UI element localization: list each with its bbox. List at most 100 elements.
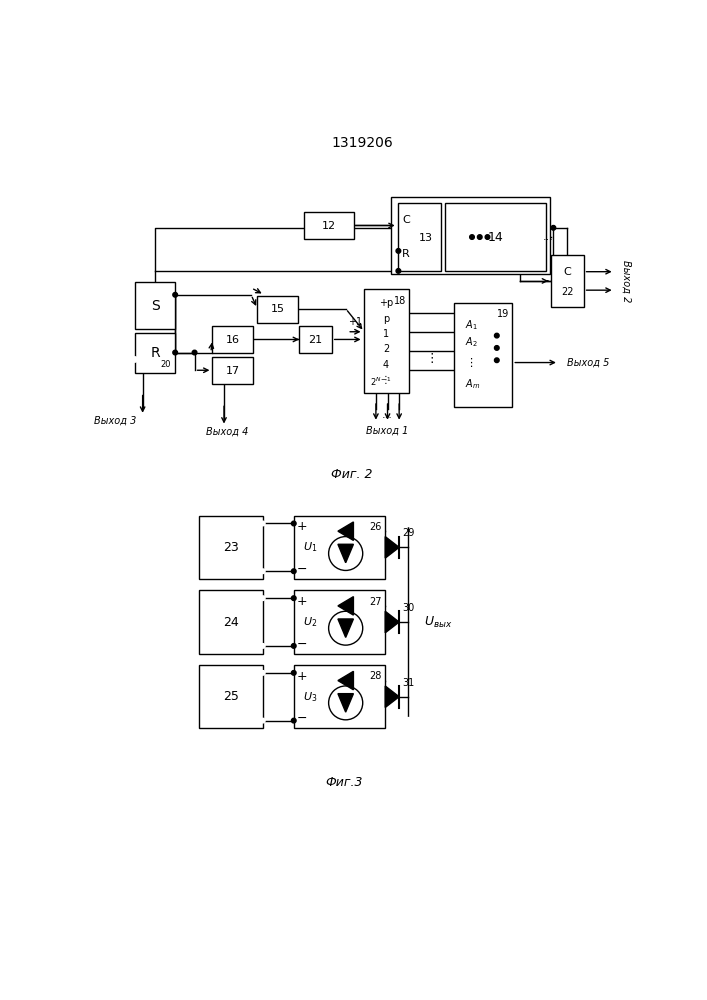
Bar: [299, 326, 332, 353]
Text: $U_{вых}$: $U_{вых}$: [424, 614, 452, 630]
Text: 1319206: 1319206: [332, 136, 394, 150]
Text: +: +: [297, 595, 308, 608]
Text: 24: 24: [223, 616, 239, 629]
Text: 13: 13: [419, 233, 433, 243]
Circle shape: [260, 671, 265, 675]
Text: 31: 31: [402, 678, 414, 688]
Bar: [293, 665, 385, 728]
Text: C: C: [563, 267, 571, 277]
Bar: [199, 590, 263, 654]
Text: −: −: [297, 712, 308, 725]
Polygon shape: [385, 611, 399, 633]
Text: $2^{N-1}$: $2^{N-1}$: [370, 376, 392, 388]
Polygon shape: [385, 686, 399, 708]
Text: Фиг.3: Фиг.3: [325, 776, 363, 789]
Bar: [293, 516, 385, 579]
Text: $A_1$: $A_1$: [465, 318, 478, 332]
Circle shape: [405, 520, 411, 527]
Circle shape: [260, 596, 265, 600]
Text: 15: 15: [271, 304, 284, 314]
Text: 1: 1: [383, 329, 389, 339]
Bar: [135, 282, 175, 329]
Text: R: R: [150, 346, 160, 360]
Text: 23: 23: [223, 541, 239, 554]
Text: 2: 2: [383, 344, 389, 354]
Circle shape: [291, 569, 296, 574]
Polygon shape: [338, 522, 354, 540]
Text: ...: ...: [542, 232, 554, 242]
Text: +1: +1: [348, 317, 362, 327]
Text: 12: 12: [322, 221, 336, 231]
Text: ⋮: ⋮: [381, 375, 391, 385]
Text: ⋮: ⋮: [465, 358, 476, 368]
Circle shape: [260, 521, 265, 526]
Text: 18: 18: [394, 296, 406, 306]
Text: Выход 1: Выход 1: [366, 425, 409, 435]
Text: R: R: [402, 249, 410, 259]
Circle shape: [132, 357, 138, 362]
Text: 25: 25: [223, 690, 239, 703]
Text: Фиг. 2: Фиг. 2: [331, 468, 373, 481]
Text: $A_2$: $A_2$: [465, 335, 478, 349]
Bar: [398, 203, 441, 271]
Bar: [257, 296, 298, 323]
Text: +: +: [297, 670, 308, 683]
Circle shape: [291, 718, 296, 723]
Polygon shape: [338, 671, 354, 690]
Polygon shape: [338, 544, 354, 563]
Text: 26: 26: [370, 522, 382, 532]
Circle shape: [469, 235, 474, 239]
Circle shape: [396, 269, 401, 273]
Polygon shape: [385, 537, 399, 558]
Bar: [212, 357, 252, 384]
Bar: [445, 203, 546, 271]
Text: 29: 29: [402, 528, 414, 538]
Text: 4: 4: [383, 360, 389, 370]
Circle shape: [494, 358, 499, 363]
Circle shape: [405, 718, 411, 724]
Circle shape: [329, 686, 363, 720]
Text: ...: ...: [382, 410, 393, 420]
Text: $U_2$: $U_2$: [303, 615, 317, 629]
Polygon shape: [338, 597, 354, 615]
Text: Выход 5: Выход 5: [566, 358, 609, 368]
Bar: [199, 516, 263, 579]
Circle shape: [494, 346, 499, 350]
Text: Выход 2: Выход 2: [621, 260, 631, 302]
Text: 14: 14: [487, 231, 503, 244]
Circle shape: [329, 537, 363, 570]
Bar: [304, 212, 354, 239]
Circle shape: [291, 521, 296, 526]
Text: −: −: [297, 563, 308, 576]
Text: 22: 22: [561, 287, 573, 297]
Text: 27: 27: [370, 597, 382, 607]
Text: $U_1$: $U_1$: [303, 540, 317, 554]
Text: Выход 3: Выход 3: [94, 416, 136, 426]
Text: 19: 19: [497, 309, 509, 319]
Text: 16: 16: [226, 335, 240, 345]
Text: C: C: [402, 215, 410, 225]
Circle shape: [260, 569, 265, 574]
Circle shape: [291, 644, 296, 648]
Bar: [212, 326, 252, 353]
Text: $A_m$: $A_m$: [465, 377, 480, 391]
Text: −: −: [297, 638, 308, 651]
Circle shape: [260, 644, 265, 648]
Text: р: р: [383, 314, 389, 324]
Circle shape: [551, 225, 556, 230]
Text: $U_3$: $U_3$: [303, 690, 317, 704]
Circle shape: [329, 611, 363, 645]
Text: 28: 28: [370, 671, 382, 681]
Text: 30: 30: [402, 603, 414, 613]
Circle shape: [173, 350, 177, 355]
Text: Выход 4: Выход 4: [206, 427, 248, 437]
Circle shape: [192, 350, 197, 355]
Text: +р: +р: [379, 298, 393, 308]
Polygon shape: [338, 694, 354, 712]
Text: S: S: [151, 299, 159, 313]
Circle shape: [485, 235, 490, 239]
Bar: [391, 197, 549, 274]
Text: 20: 20: [160, 360, 170, 369]
Circle shape: [291, 671, 296, 675]
Text: +: +: [297, 520, 308, 533]
